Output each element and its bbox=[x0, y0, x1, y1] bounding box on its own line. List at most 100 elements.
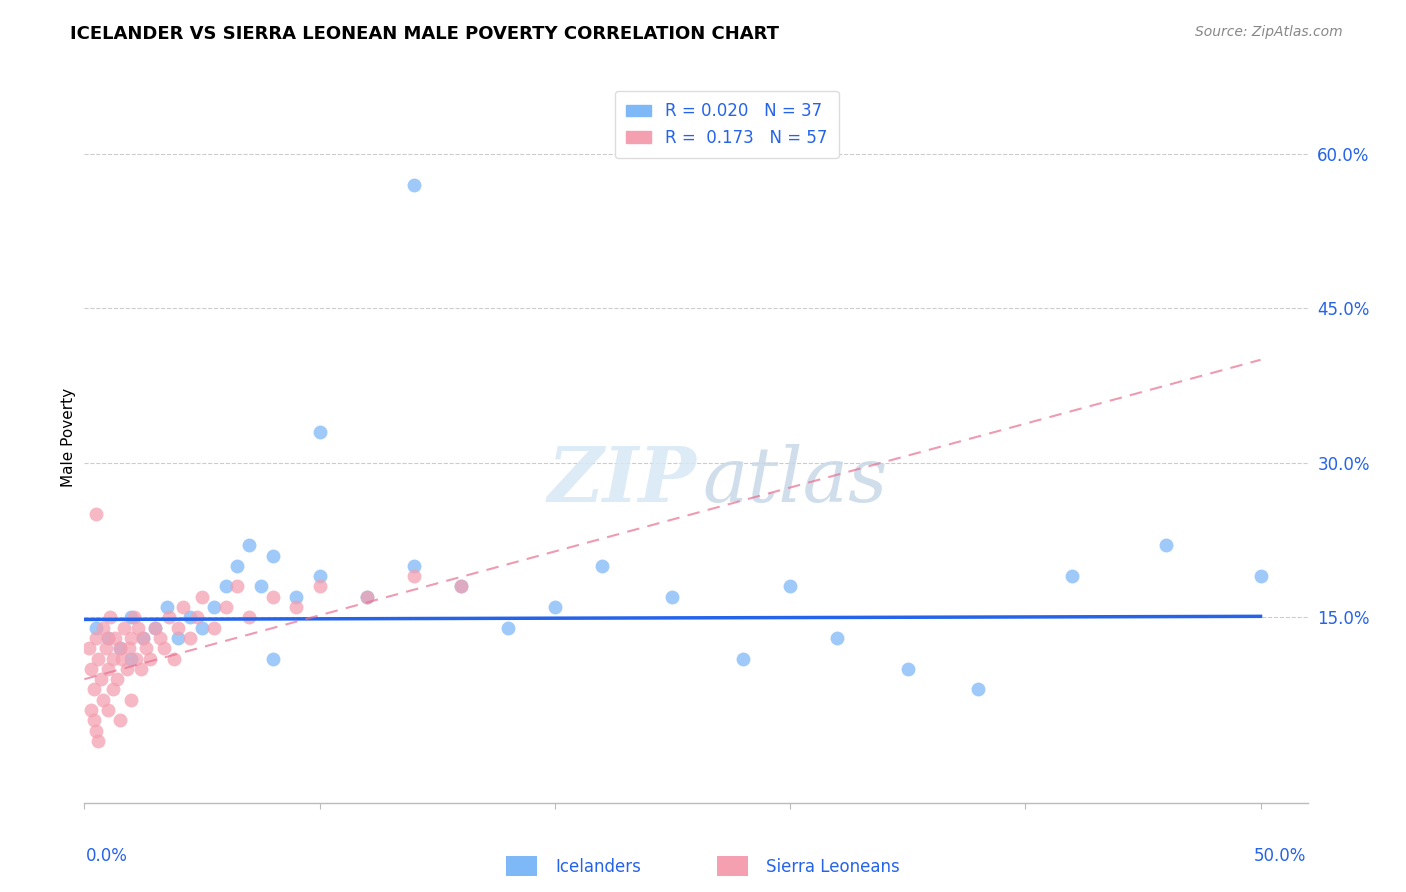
Point bbox=[108, 714, 131, 728]
Point bbox=[1156, 538, 1178, 552]
Text: 50.0%: 50.0% bbox=[1254, 847, 1306, 864]
Point bbox=[897, 662, 920, 676]
Point bbox=[238, 538, 260, 552]
Point bbox=[120, 610, 142, 624]
Point bbox=[191, 621, 214, 635]
Point bbox=[202, 600, 225, 615]
Point bbox=[84, 508, 107, 522]
Text: ZIP: ZIP bbox=[547, 444, 696, 518]
Point bbox=[544, 600, 567, 615]
Point bbox=[122, 610, 145, 624]
Point bbox=[731, 651, 754, 665]
Point bbox=[139, 651, 162, 665]
Point bbox=[172, 600, 194, 615]
Point bbox=[262, 549, 284, 563]
Point bbox=[127, 621, 149, 635]
Point bbox=[450, 579, 472, 593]
Point bbox=[118, 641, 141, 656]
Point bbox=[591, 558, 613, 573]
Point bbox=[202, 621, 225, 635]
Point bbox=[356, 590, 378, 604]
Point bbox=[120, 651, 142, 665]
Point bbox=[143, 621, 166, 635]
Point bbox=[285, 600, 308, 615]
Point bbox=[94, 641, 117, 656]
Point bbox=[661, 590, 683, 604]
Point bbox=[108, 641, 131, 656]
Point bbox=[967, 682, 990, 697]
Point bbox=[91, 693, 114, 707]
Point bbox=[1250, 569, 1272, 583]
Point bbox=[105, 672, 128, 686]
Point bbox=[132, 631, 155, 645]
Point bbox=[97, 631, 120, 645]
Point bbox=[87, 651, 110, 665]
Text: Icelanders: Icelanders bbox=[555, 858, 641, 876]
Point bbox=[98, 610, 121, 624]
Point bbox=[214, 579, 236, 593]
Point bbox=[84, 631, 107, 645]
Point bbox=[135, 641, 157, 656]
Point bbox=[1062, 569, 1084, 583]
Point bbox=[149, 631, 172, 645]
Point bbox=[125, 651, 148, 665]
Text: Source: ZipAtlas.com: Source: ZipAtlas.com bbox=[1195, 25, 1343, 39]
Point bbox=[226, 579, 249, 593]
Point bbox=[402, 558, 425, 573]
Point bbox=[186, 610, 208, 624]
Point bbox=[238, 610, 260, 624]
Point bbox=[262, 590, 284, 604]
Y-axis label: Male Poverty: Male Poverty bbox=[60, 387, 76, 487]
Point bbox=[402, 569, 425, 583]
Point bbox=[115, 662, 138, 676]
Point bbox=[84, 723, 107, 738]
Point bbox=[167, 621, 190, 635]
Point bbox=[83, 714, 105, 728]
Point bbox=[80, 703, 103, 717]
Point bbox=[112, 621, 135, 635]
Point bbox=[77, 641, 100, 656]
Point bbox=[120, 693, 142, 707]
Point bbox=[87, 734, 110, 748]
Text: Sierra Leoneans: Sierra Leoneans bbox=[766, 858, 900, 876]
Point bbox=[120, 631, 142, 645]
Point bbox=[101, 682, 124, 697]
Point bbox=[111, 651, 134, 665]
Text: 0.0%: 0.0% bbox=[86, 847, 128, 864]
Point bbox=[163, 651, 186, 665]
Point bbox=[101, 651, 124, 665]
Point bbox=[97, 703, 120, 717]
Text: ICELANDER VS SIERRA LEONEAN MALE POVERTY CORRELATION CHART: ICELANDER VS SIERRA LEONEAN MALE POVERTY… bbox=[70, 25, 779, 43]
Point bbox=[167, 631, 190, 645]
Point bbox=[132, 631, 155, 645]
Point bbox=[191, 590, 214, 604]
Point bbox=[308, 425, 330, 439]
Point bbox=[143, 621, 166, 635]
Point bbox=[84, 621, 107, 635]
Point bbox=[104, 631, 127, 645]
Point bbox=[262, 651, 284, 665]
Point bbox=[97, 662, 120, 676]
Point bbox=[179, 631, 201, 645]
Point bbox=[285, 590, 308, 604]
Point bbox=[80, 662, 103, 676]
Point bbox=[214, 600, 236, 615]
Point bbox=[90, 672, 112, 686]
Point bbox=[356, 590, 378, 604]
Point bbox=[450, 579, 472, 593]
Legend: R = 0.020   N = 37, R =  0.173   N = 57: R = 0.020 N = 37, R = 0.173 N = 57 bbox=[614, 91, 838, 159]
Point bbox=[249, 579, 271, 593]
Point bbox=[226, 558, 249, 573]
Point bbox=[129, 662, 152, 676]
Text: atlas: atlas bbox=[702, 444, 887, 518]
Point bbox=[91, 621, 114, 635]
Point bbox=[496, 621, 519, 635]
Point bbox=[157, 610, 180, 624]
Point bbox=[108, 641, 131, 656]
Point bbox=[402, 178, 425, 192]
Point bbox=[779, 579, 801, 593]
Point bbox=[308, 579, 330, 593]
Point bbox=[83, 682, 105, 697]
Point bbox=[156, 600, 179, 615]
Point bbox=[153, 641, 176, 656]
